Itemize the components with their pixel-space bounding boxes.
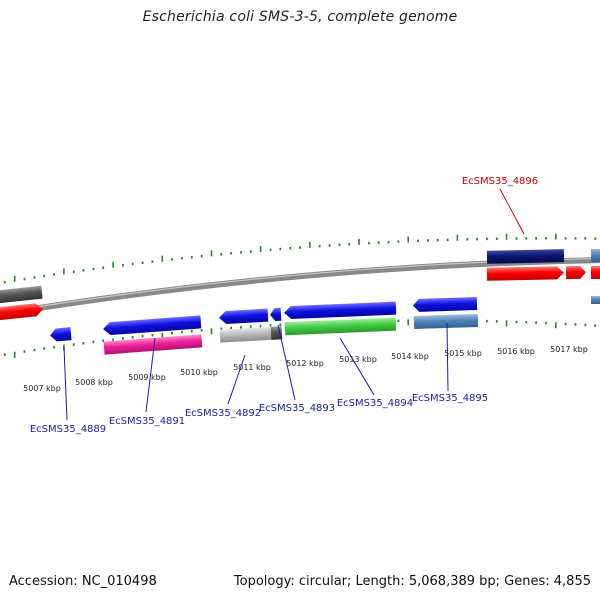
gene-label-4891[interactable]: EcSMS35_4891 — [109, 416, 185, 427]
accession-text: Accession: NC_010498 — [9, 574, 157, 589]
scale-label: 5009 kbp — [128, 373, 166, 382]
gene-4891[interactable] — [103, 315, 202, 336]
gene-red-edge[interactable] — [591, 266, 600, 279]
scale-label: 5016 kbp — [497, 347, 535, 356]
gene-label-4895[interactable]: EcSMS35_4895 — [412, 393, 488, 404]
gene-green[interactable] — [284, 317, 397, 336]
scale-label: 5015 kbp — [444, 349, 482, 358]
gene-red-4896[interactable] — [486, 266, 565, 281]
gene-steel-edge-top[interactable] — [591, 249, 600, 262]
scale-label: 5017 kbp — [550, 345, 588, 354]
gene-label-4894[interactable]: EcSMS35_4894 — [337, 398, 413, 409]
scale-label: 5008 kbp — [75, 378, 113, 387]
gene-label-4896[interactable]: EcSMS35_4896 — [462, 176, 538, 187]
scale-label: 5011 kbp — [233, 363, 271, 372]
leader-4896 — [499, 188, 525, 235]
leader-4894 — [339, 337, 375, 396]
gene-label-4892[interactable]: EcSMS35_4892 — [185, 408, 261, 419]
gene-label-4893[interactable]: EcSMS35_4893 — [259, 403, 335, 414]
scale-label: 5013 kbp — [339, 355, 377, 364]
map-title: Escherichia coli SMS-3-5, complete genom… — [142, 9, 458, 25]
leader-4891 — [145, 337, 156, 413]
scale-label: 5012 kbp — [286, 359, 324, 368]
gene-gray[interactable] — [219, 326, 283, 343]
gene-red-small[interactable] — [565, 265, 587, 280]
gene-steel[interactable] — [413, 313, 479, 330]
gene-red-left[interactable] — [0, 303, 44, 321]
gene-steel-edge-bottom[interactable] — [591, 296, 600, 304]
leader-4893 — [277, 324, 296, 401]
scale-labels: 5007 kbp 5008 kbp 5009 kbp 5010 kbp 5011 kbp… — [23, 345, 588, 393]
gene-4889[interactable] — [50, 327, 72, 342]
scale-label: 5007 kbp — [23, 384, 61, 393]
gene-4894[interactable] — [284, 301, 397, 320]
scale-label: 5010 kbp — [180, 368, 218, 377]
tick-row-top — [3, 233, 597, 284]
gene-darkgray-left[interactable] — [0, 285, 43, 304]
gene-navy-4896[interactable] — [486, 249, 565, 264]
gene-4893[interactable] — [269, 307, 282, 322]
leader-4889 — [63, 346, 68, 421]
gene-magenta[interactable] — [103, 334, 203, 355]
leader-4895 — [446, 322, 449, 392]
gene-label-4889[interactable]: EcSMS35_4889 — [30, 424, 106, 435]
scale-label: 5014 kbp — [391, 352, 429, 361]
leader-4892 — [227, 354, 246, 405]
gene-4892[interactable] — [219, 308, 269, 325]
gene-4895[interactable] — [413, 297, 478, 312]
topology-summary: Topology: circular; Length: 5,068,389 bp… — [233, 574, 591, 589]
